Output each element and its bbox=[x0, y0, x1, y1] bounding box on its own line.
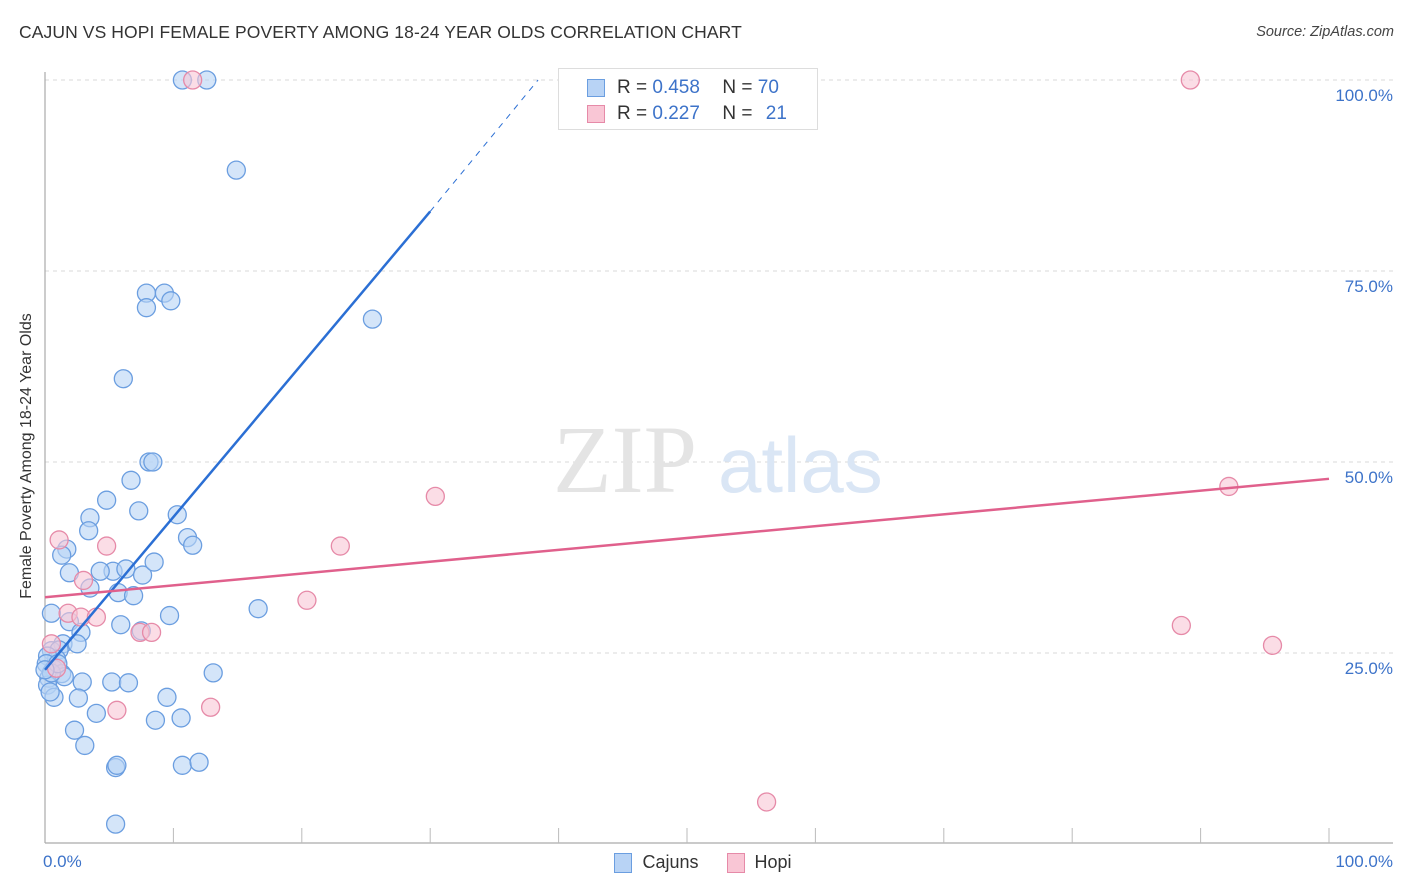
data-point bbox=[96, 490, 117, 510]
trendlines bbox=[44, 79, 1330, 671]
data-point bbox=[41, 603, 62, 623]
watermark-atlas: atlas bbox=[718, 421, 883, 509]
cajuns-trendline bbox=[44, 210, 432, 671]
data-point bbox=[123, 586, 144, 606]
data-point bbox=[107, 700, 127, 720]
data-point bbox=[113, 369, 133, 389]
data-point bbox=[161, 291, 181, 311]
data-point bbox=[171, 708, 191, 728]
data-point bbox=[143, 452, 163, 472]
cajuns-legend-icon bbox=[614, 852, 633, 873]
data-point bbox=[362, 309, 383, 329]
y-axis-label: Female Poverty Among 18-24 Year Olds bbox=[18, 313, 35, 599]
data-point bbox=[144, 552, 164, 572]
data-point bbox=[203, 663, 223, 683]
data-point bbox=[1171, 615, 1191, 636]
data-point bbox=[141, 622, 162, 643]
data-point bbox=[226, 160, 246, 180]
data-point bbox=[121, 470, 141, 490]
data-point bbox=[157, 687, 177, 707]
x-axis-ticks bbox=[172, 828, 1330, 843]
data-point bbox=[90, 561, 110, 581]
legend-label-cajuns: Cajuns bbox=[642, 852, 699, 872]
data-point bbox=[86, 703, 107, 724]
data-point bbox=[183, 70, 203, 90]
data-point bbox=[105, 814, 126, 834]
watermark: ZIP atlas bbox=[553, 406, 883, 513]
y-tick-100: 100.0% bbox=[1335, 86, 1393, 105]
data-point bbox=[1262, 635, 1283, 656]
hopi-swatch-icon bbox=[587, 105, 605, 123]
r-label: R = bbox=[617, 77, 653, 98]
hopi-legend-icon bbox=[726, 852, 745, 873]
r-value: 0.227 bbox=[652, 103, 700, 124]
data-point bbox=[40, 682, 60, 702]
legend-item-hopi[interactable]: Hopi bbox=[726, 852, 792, 873]
data-point bbox=[107, 755, 127, 775]
data-point bbox=[75, 735, 95, 756]
data-point bbox=[102, 672, 122, 692]
data-point bbox=[425, 486, 445, 507]
y-tick-50: 50.0% bbox=[1344, 468, 1393, 487]
chart-title: CAJUN VS HOPI FEMALE POVERTY AMONG 18-24… bbox=[19, 22, 742, 42]
watermark-zip: ZIP bbox=[553, 406, 697, 513]
gridlines bbox=[45, 79, 1393, 654]
data-point bbox=[41, 634, 62, 654]
r-value: 0.458 bbox=[652, 77, 700, 98]
data-point bbox=[189, 752, 209, 772]
axes bbox=[44, 72, 1393, 844]
r-label: R = bbox=[617, 103, 653, 124]
data-point bbox=[49, 530, 69, 550]
x-tick-0: 0.0% bbox=[43, 852, 82, 871]
data-point bbox=[79, 521, 99, 541]
n-label: N = bbox=[722, 103, 758, 124]
source-label: Source: ZipAtlas.com bbox=[1256, 24, 1394, 40]
x-tick-100: 100.0% bbox=[1335, 852, 1393, 871]
data-point bbox=[111, 615, 131, 635]
correlation-stats-box: R = 0.458 N = 70 R = 0.227 N = 21 bbox=[558, 68, 818, 130]
data-point bbox=[96, 536, 117, 556]
data-point bbox=[132, 565, 153, 585]
hopi-points bbox=[41, 70, 1283, 812]
y-tick-75: 75.0% bbox=[1344, 277, 1393, 296]
data-point bbox=[248, 599, 268, 619]
data-point bbox=[73, 570, 94, 591]
data-point bbox=[756, 792, 777, 812]
n-value: 21 bbox=[765, 103, 787, 124]
data-point bbox=[330, 536, 350, 556]
hopi-trendline bbox=[44, 477, 1330, 599]
data-point bbox=[1180, 70, 1200, 90]
data-point bbox=[64, 720, 85, 740]
data-point bbox=[136, 298, 157, 318]
data-point bbox=[297, 590, 317, 610]
data-point bbox=[172, 755, 193, 775]
n-value: 70 bbox=[757, 77, 779, 98]
legend-item-cajuns[interactable]: Cajuns bbox=[614, 852, 699, 873]
data-point bbox=[145, 710, 166, 730]
stats-row-cajuns: R = 0.458 N = 70 bbox=[587, 77, 779, 99]
cajuns-swatch-icon bbox=[587, 79, 605, 97]
data-point bbox=[68, 688, 89, 708]
cajuns-trendline-extension bbox=[429, 79, 539, 212]
n-label: N = bbox=[722, 77, 758, 98]
data-point bbox=[129, 501, 149, 521]
chart-legend: Cajuns Hopi bbox=[0, 852, 1406, 873]
data-point bbox=[118, 673, 139, 693]
y-tick-25: 25.0% bbox=[1344, 659, 1393, 678]
data-point bbox=[200, 697, 221, 717]
cajuns-points bbox=[35, 70, 383, 834]
stats-row-hopi: R = 0.227 N = 21 bbox=[587, 103, 787, 125]
data-point bbox=[159, 605, 180, 626]
data-point bbox=[72, 672, 92, 692]
data-point bbox=[183, 535, 203, 555]
legend-label-hopi: Hopi bbox=[754, 852, 792, 872]
data-point bbox=[116, 559, 136, 579]
